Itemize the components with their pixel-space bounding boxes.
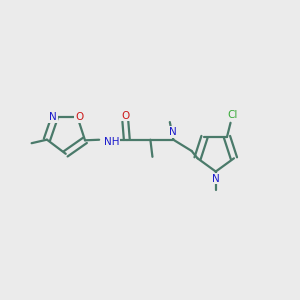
Text: O: O (121, 111, 130, 121)
Text: O: O (75, 112, 83, 122)
Text: N: N (169, 127, 177, 137)
Text: NH: NH (104, 136, 119, 146)
Text: N: N (212, 174, 220, 184)
Text: N: N (49, 112, 57, 122)
Text: Cl: Cl (228, 110, 238, 120)
